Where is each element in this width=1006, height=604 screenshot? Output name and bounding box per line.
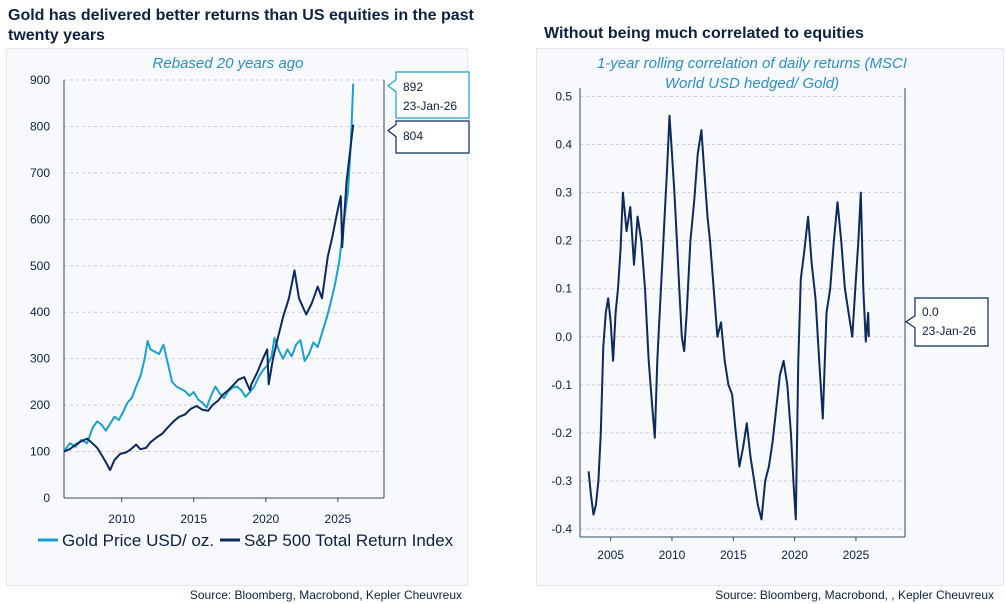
x-tick-label: 2010	[108, 512, 135, 526]
y-tick-label: 0	[43, 491, 50, 505]
correlation-callout-box	[904, 297, 989, 347]
y-tick-label: 300	[30, 352, 50, 366]
legend-sp500-label: S&P 500 Total Return Index	[244, 531, 454, 550]
x-tick-label: 2025	[843, 548, 870, 562]
correlation-callout-date: 23-Jan-26	[922, 324, 976, 338]
left-chart-subtitle: Rebased 20 years ago	[153, 55, 304, 72]
left-chart-panel	[6, 48, 468, 586]
y-tick-label: 200	[30, 398, 50, 412]
right-chart-title: Without being much correlated to equitie…	[544, 25, 864, 42]
gold-callout-value: 892	[403, 80, 423, 94]
sp500-callout-box	[387, 120, 470, 154]
y-tick-label: 100	[30, 445, 50, 459]
x-tick-label: 2020	[252, 512, 279, 526]
x-tick-label: 2015	[180, 512, 207, 526]
y-tick-label: -0.4	[551, 522, 572, 536]
y-tick-label: 0.0	[555, 330, 572, 344]
y-tick-label: 800	[30, 119, 50, 133]
y-tick-label: 0.1	[555, 282, 572, 296]
gold-callout-date: 23-Jan-26	[403, 99, 457, 113]
left-source-note: Source: Bloomberg, Macrobond, Kepler Che…	[189, 588, 462, 602]
gold-callout-box	[387, 71, 470, 119]
right-chart-subtitle-line2: World USD hedged/ Gold)	[665, 75, 839, 92]
y-tick-label: -0.2	[551, 426, 572, 440]
y-tick-label: 500	[30, 259, 50, 273]
sp500-callout-value: 804	[403, 129, 423, 143]
y-tick-label: 0.3	[555, 186, 572, 200]
x-tick-label: 2025	[325, 512, 352, 526]
x-tick-label: 2015	[720, 548, 747, 562]
correlation-line	[587, 114, 870, 521]
correlation-callout-value: 0.0	[922, 305, 939, 319]
right-source-note: Source: Bloomberg, Macrobond, , Kepler C…	[715, 588, 994, 602]
y-tick-label: 0.2	[555, 234, 572, 248]
y-tick-label: -0.1	[551, 378, 572, 392]
sp500-line	[63, 124, 355, 472]
left-chart-title: Gold has delivered better returns than U…	[8, 7, 474, 44]
y-tick-label: -0.3	[551, 474, 572, 488]
right-chart-subtitle-line1: 1-year rolling correlation of daily retu…	[597, 55, 907, 72]
x-tick-label: 2010	[659, 548, 686, 562]
x-tick-label: 2005	[597, 548, 624, 562]
y-tick-label: 900	[30, 73, 50, 87]
x-tick-label: 2020	[781, 548, 808, 562]
y-tick-label: 600	[30, 212, 50, 226]
legend-gold-label: Gold Price USD/ oz.	[62, 531, 214, 550]
gold-price-line	[63, 83, 355, 453]
y-tick-label: 700	[30, 166, 50, 180]
y-tick-label: 0.4	[555, 138, 572, 152]
y-tick-label: 0.5	[555, 90, 572, 104]
y-tick-label: 400	[30, 305, 50, 319]
